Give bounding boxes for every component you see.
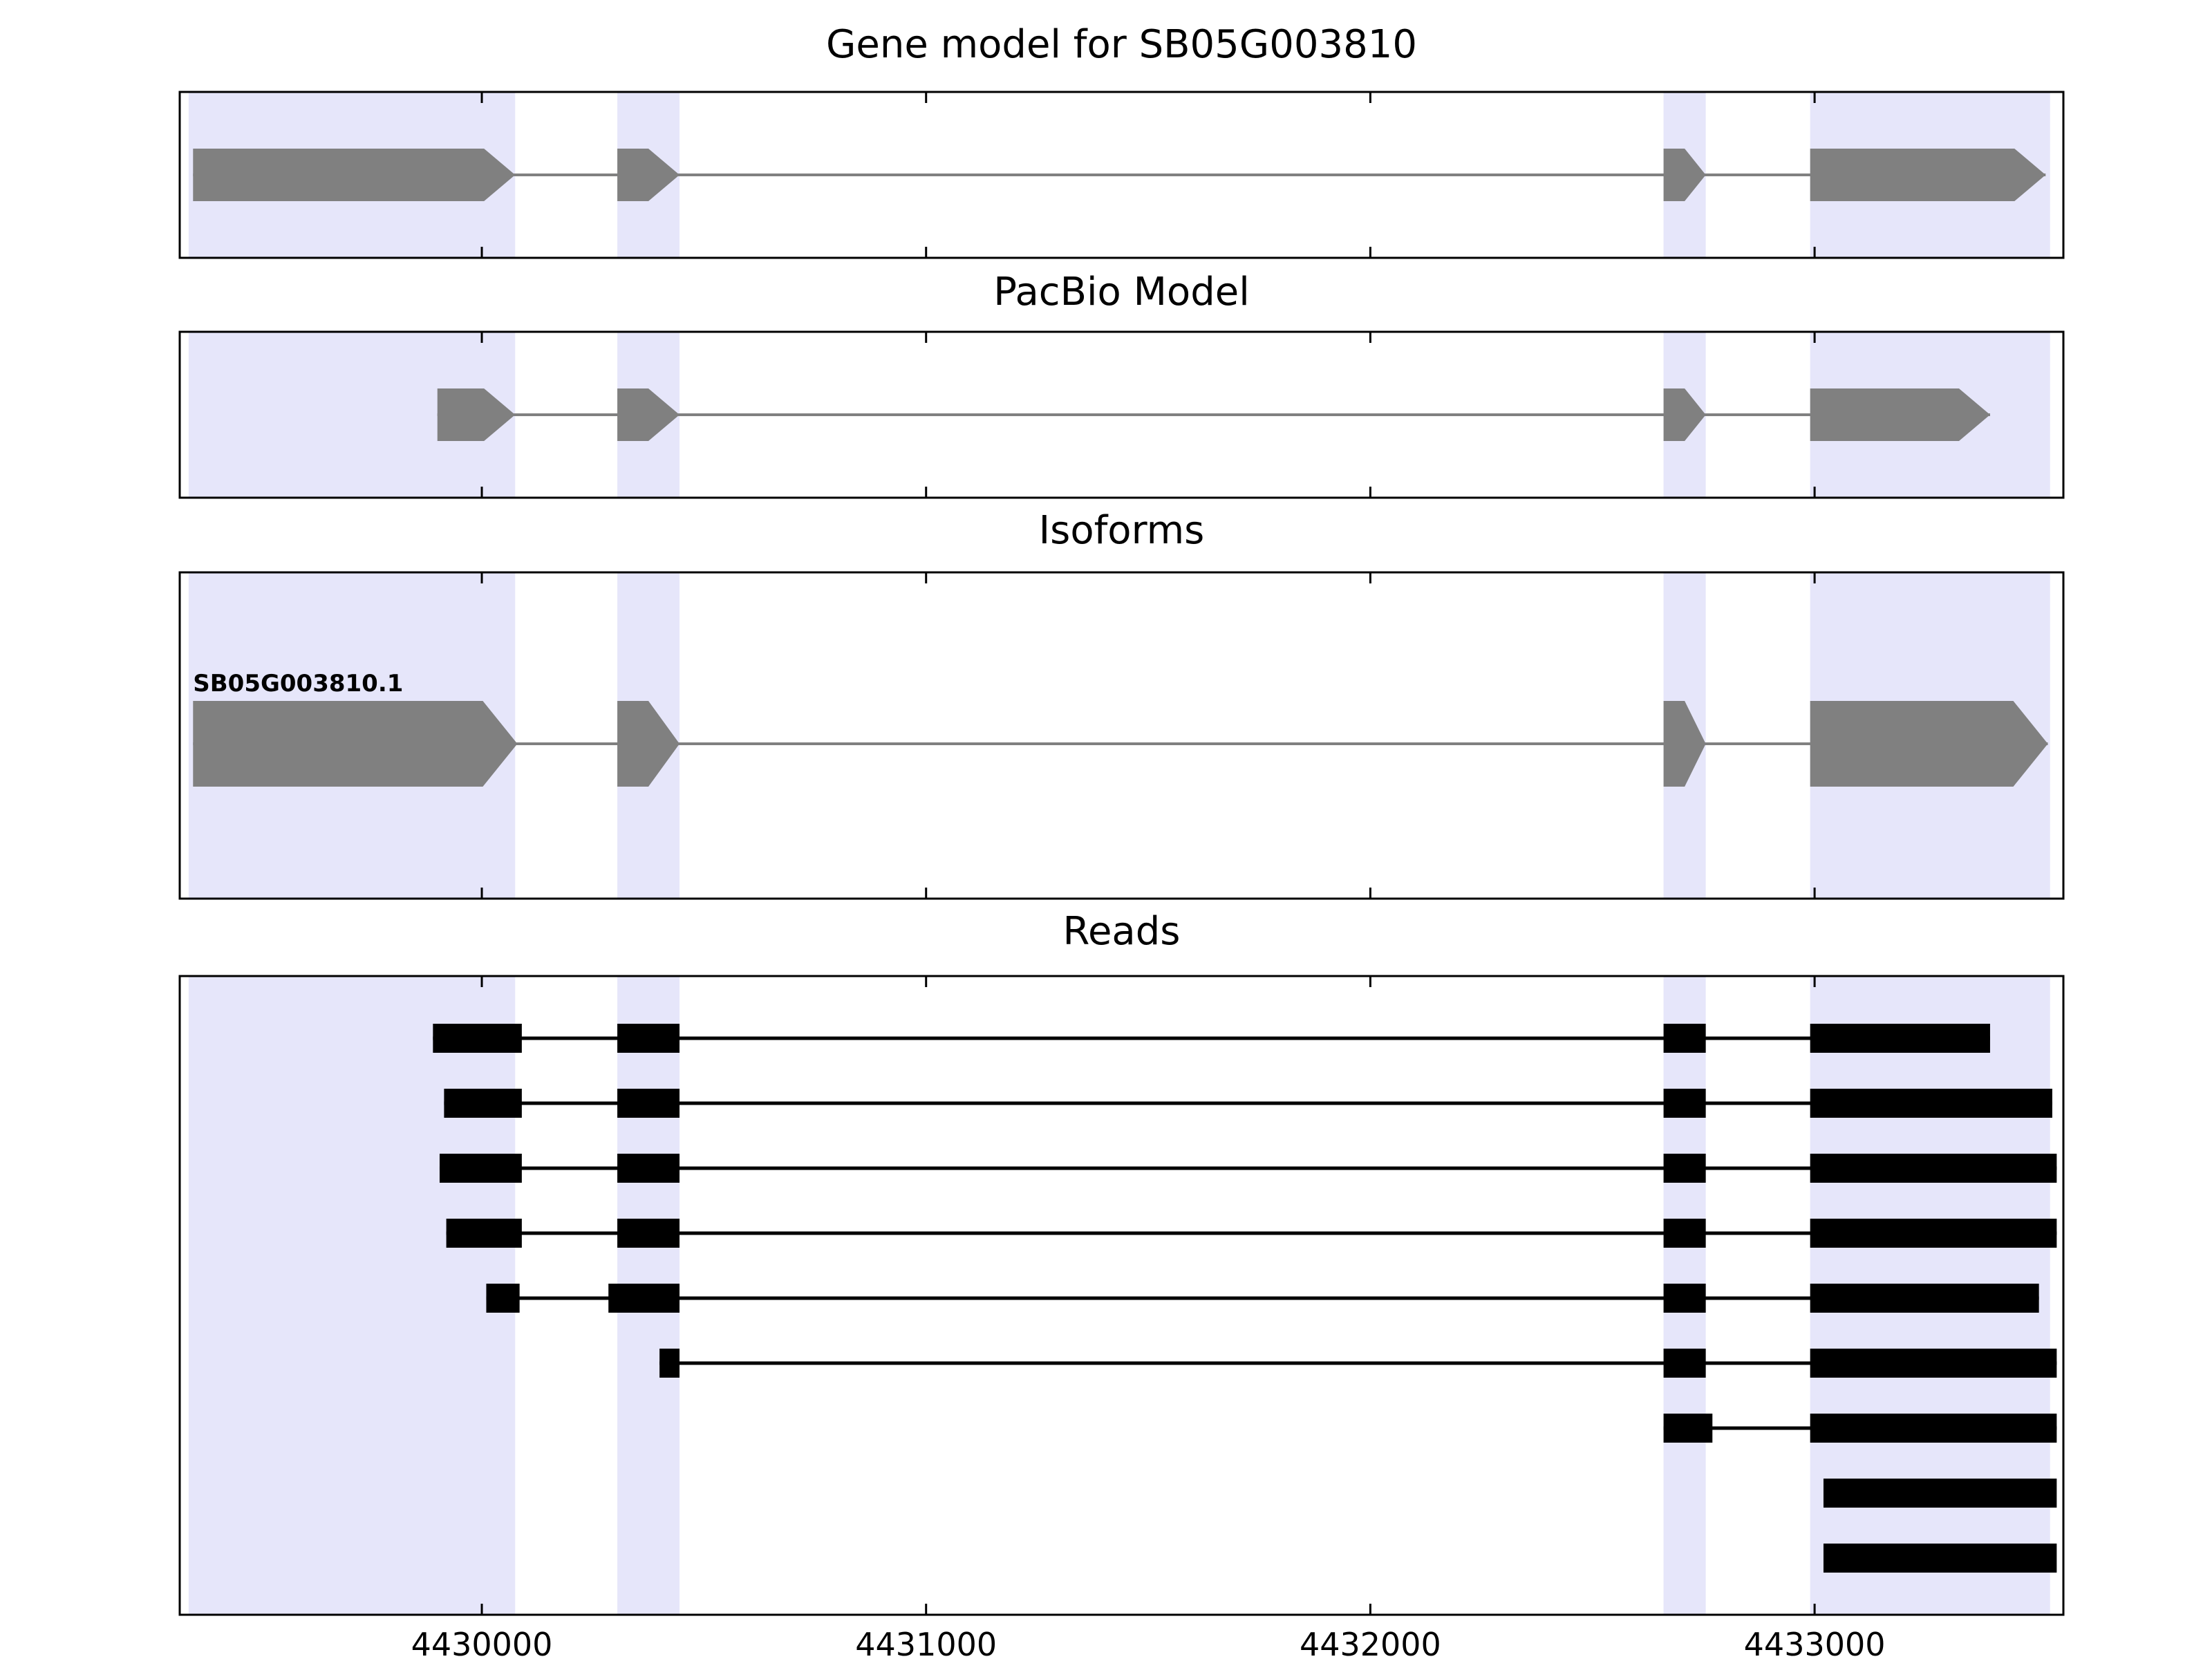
- panel-gene-model: [178, 91, 2065, 259]
- isoform-label: SB05G003810.1: [193, 670, 403, 697]
- read-exon: [1663, 1219, 1706, 1248]
- read-exon: [1663, 1024, 1706, 1053]
- panel-frame: [178, 975, 2065, 1616]
- read-exon: [1810, 1349, 2057, 1378]
- read-exon: [1810, 1089, 2052, 1118]
- read-exon: [617, 1219, 680, 1248]
- isoforms-title: Isoforms: [1038, 508, 1205, 553]
- exon: [193, 149, 516, 201]
- read-exon: [1810, 1284, 2039, 1313]
- exon: [617, 149, 680, 201]
- read-exon: [1663, 1154, 1706, 1183]
- x-tick-label: 4433000: [1744, 1626, 1886, 1659]
- x-tick-label: 4432000: [1300, 1626, 1441, 1659]
- read-exon: [1663, 1349, 1706, 1378]
- read-exon: [446, 1219, 522, 1248]
- exon: [1810, 388, 1990, 441]
- exon: [437, 388, 516, 441]
- x-tick-label: 4431000: [855, 1626, 997, 1659]
- pacbio-model-title: PacBio Model: [993, 270, 1250, 315]
- panel-isoforms: SB05G003810.1: [178, 571, 2065, 900]
- exon: [617, 701, 680, 787]
- panel-frame: [178, 571, 2065, 900]
- exon: [1810, 701, 2048, 787]
- exon: [1663, 701, 1706, 787]
- exon: [1663, 149, 1706, 201]
- highlight-region: [188, 976, 516, 1615]
- read-exon: [659, 1349, 680, 1378]
- read-exon: [444, 1089, 522, 1118]
- gene-model-title: Gene model for SB05G003810: [826, 22, 1417, 67]
- read-exon: [1823, 1544, 2057, 1573]
- panel-reads: [178, 975, 2065, 1616]
- read-exon: [1823, 1479, 2057, 1508]
- panel-frame: [178, 91, 2065, 259]
- read-exon: [1810, 1219, 2057, 1248]
- panel-frame: [178, 330, 2065, 499]
- read-exon: [439, 1154, 522, 1183]
- exon: [1663, 388, 1706, 441]
- exon: [193, 701, 518, 787]
- exon: [617, 388, 680, 441]
- read-exon: [1663, 1414, 1713, 1443]
- panel-pacbio-model: [178, 330, 2065, 499]
- read-exon: [1810, 1154, 2057, 1183]
- read-exon: [1810, 1414, 2057, 1443]
- exon: [1810, 149, 2046, 201]
- x-tick-label: 4430000: [411, 1626, 553, 1659]
- read-exon: [1663, 1089, 1706, 1118]
- reads-title: Reads: [1062, 909, 1181, 954]
- read-exon: [617, 1154, 680, 1183]
- read-exon: [486, 1284, 520, 1313]
- read-exon: [617, 1089, 680, 1118]
- read-exon: [617, 1024, 680, 1053]
- read-exon: [433, 1024, 522, 1053]
- read-exon: [1810, 1024, 1990, 1053]
- read-exon: [1663, 1284, 1706, 1313]
- read-exon: [608, 1284, 680, 1313]
